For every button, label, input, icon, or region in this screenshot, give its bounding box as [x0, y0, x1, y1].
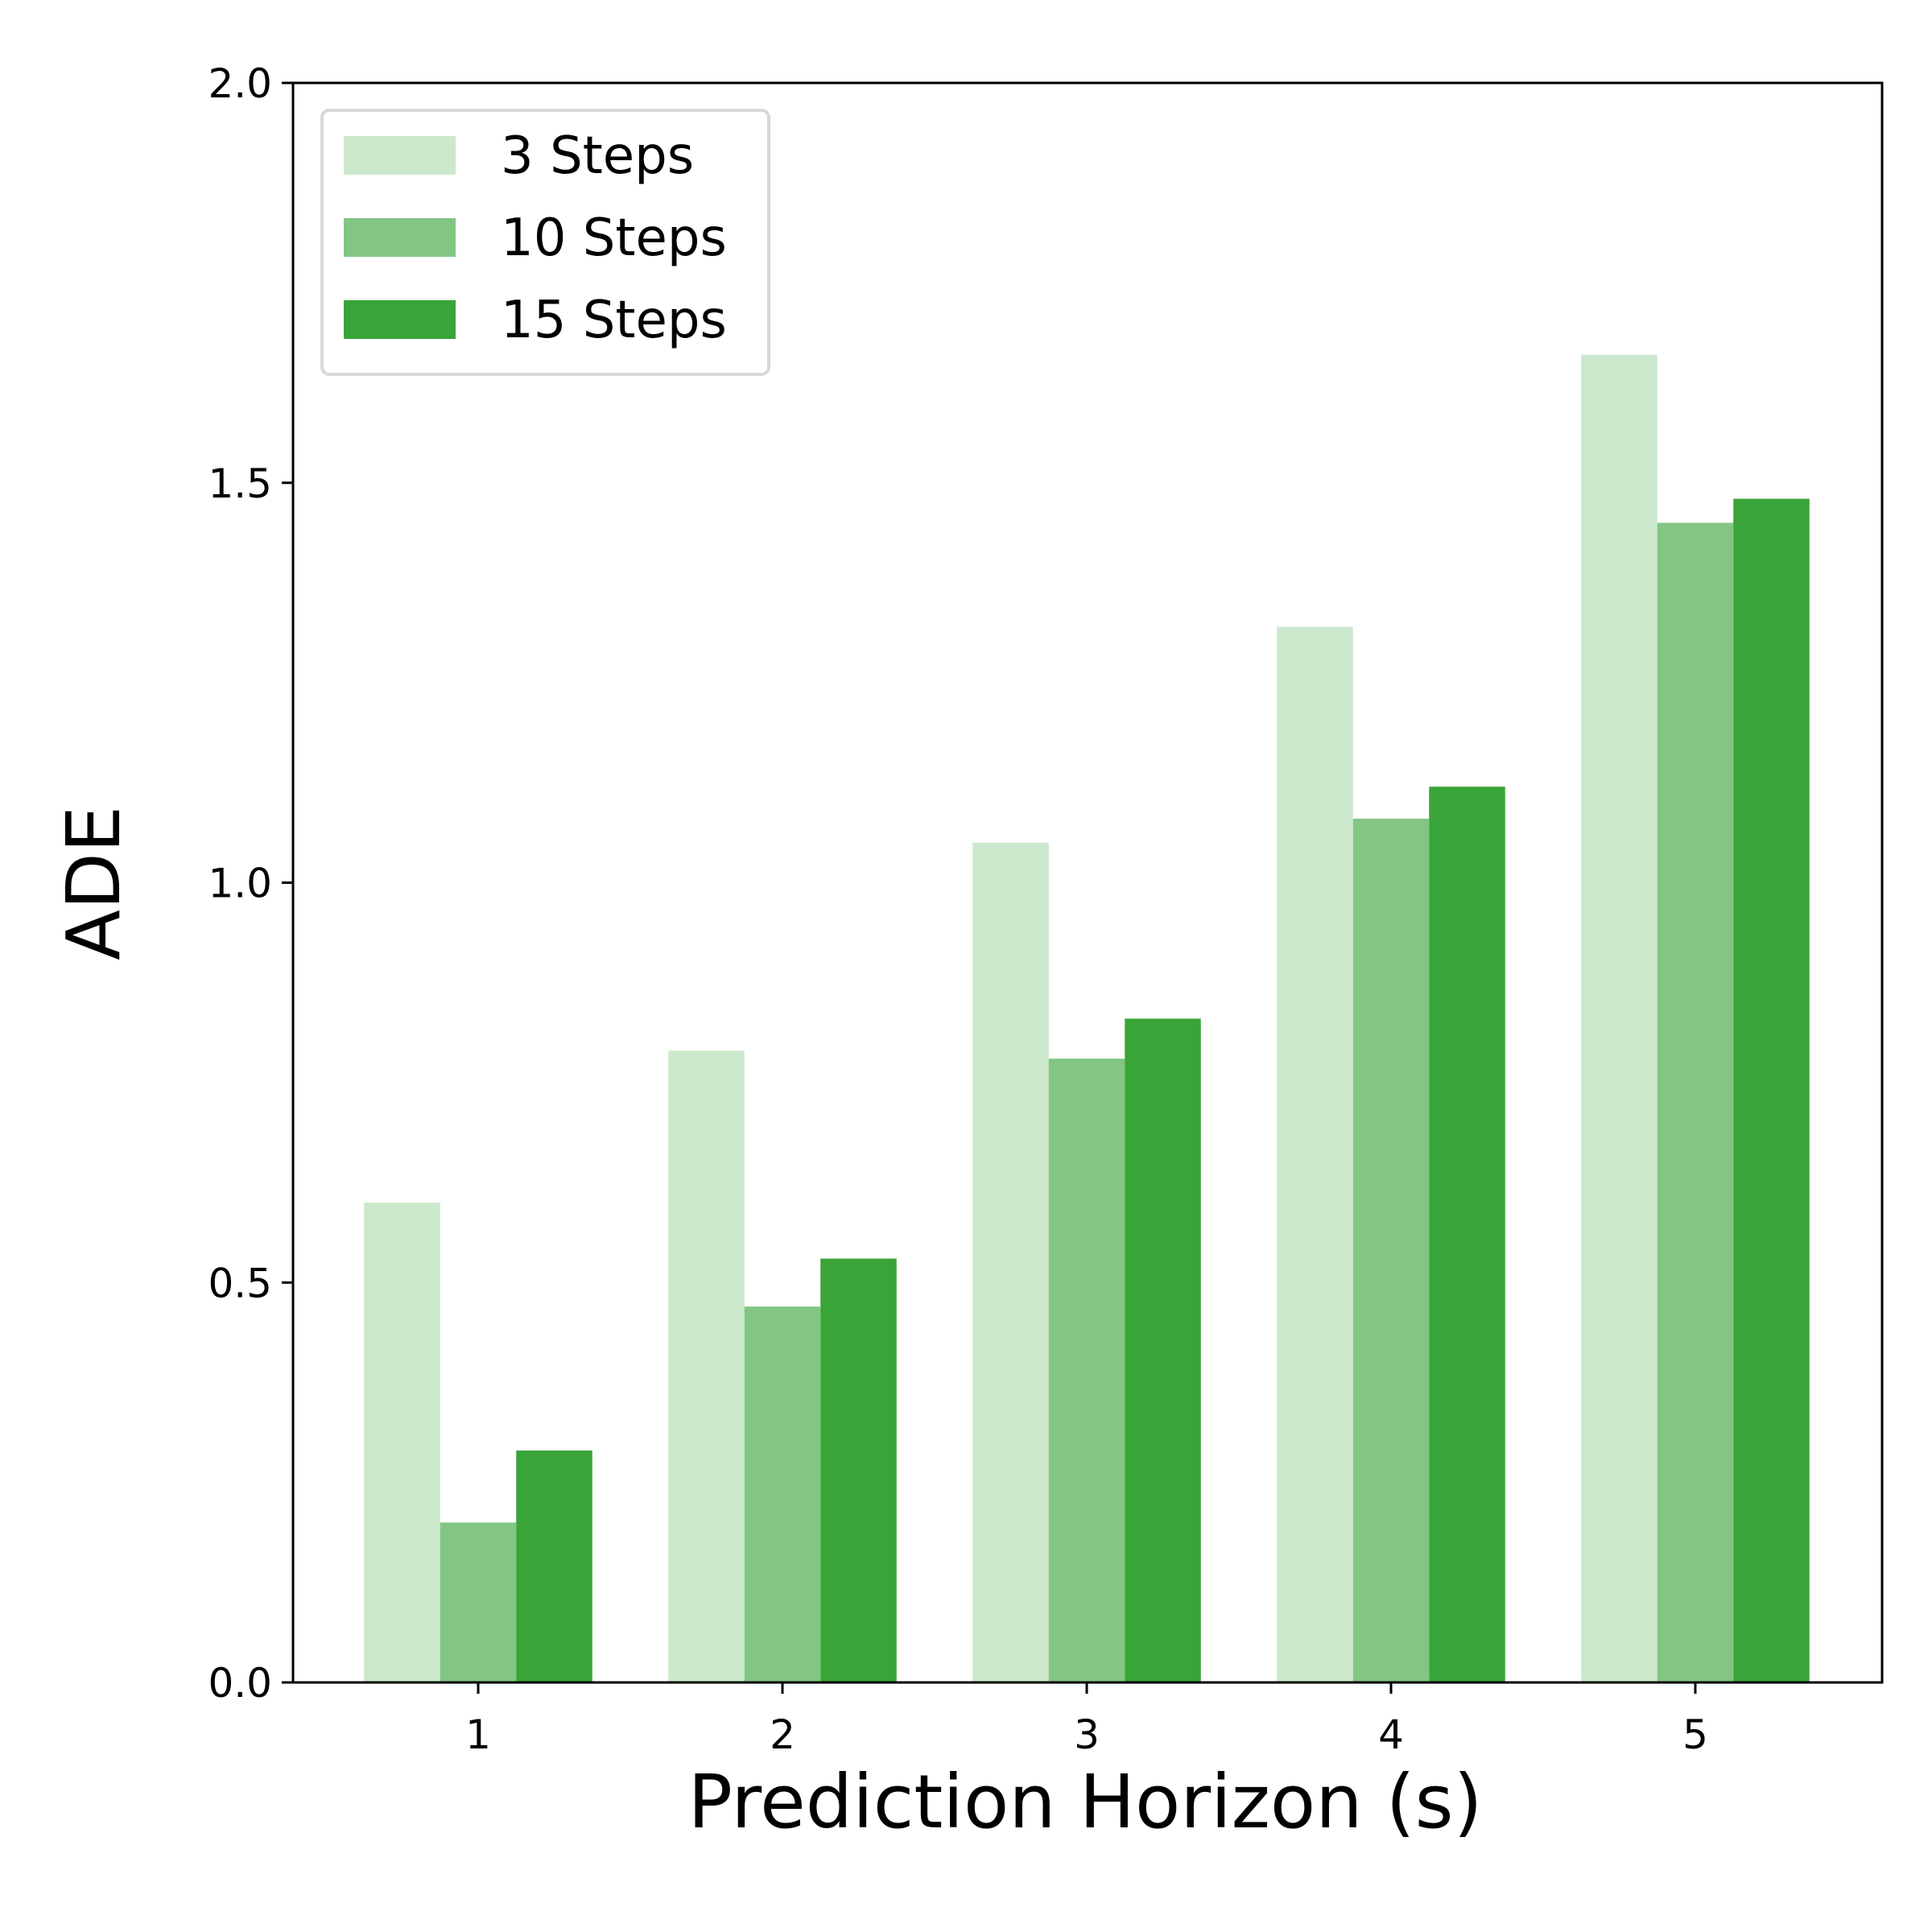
bars-layer — [364, 354, 1810, 1682]
bar-1-cat-2 — [668, 1051, 745, 1682]
bar-1-cat-4 — [1277, 626, 1353, 1682]
bar-3-cat-2 — [820, 1258, 897, 1682]
bar-2-cat-1 — [440, 1522, 517, 1682]
bar-2-cat-5 — [1657, 522, 1734, 1682]
legend-swatch — [344, 300, 456, 339]
y-tick-label: 2.0 — [208, 60, 272, 107]
y-tick-label: 0.5 — [208, 1260, 272, 1307]
y-tick-label: 1.0 — [208, 861, 272, 907]
bar-3-cat-3 — [1125, 1018, 1201, 1682]
bar-2-cat-4 — [1352, 819, 1430, 1682]
bar-1-cat-3 — [972, 842, 1049, 1682]
legend-label: 10 Steps — [501, 208, 727, 268]
legend-swatch — [344, 136, 456, 175]
legend: 3 Steps 10 Steps 15 Steps — [320, 109, 770, 376]
legend-swatch — [344, 218, 456, 257]
bar-2-cat-3 — [1048, 1059, 1125, 1682]
bar-3-cat-1 — [516, 1450, 592, 1682]
x-tick-label: 1 — [465, 1711, 491, 1758]
x-tick-label: 4 — [1378, 1711, 1404, 1758]
bar-3-cat-5 — [1733, 498, 1810, 1682]
y-tick-label: 0.0 — [208, 1660, 272, 1707]
bar-1-cat-1 — [364, 1202, 440, 1682]
legend-label: 3 Steps — [501, 126, 694, 186]
x-tick-label: 3 — [1074, 1711, 1100, 1758]
y-axis-label: ADE — [51, 806, 137, 960]
x-axis-label: Prediction Horizon (s) — [688, 1759, 1483, 1845]
legend-label: 15 Steps — [501, 291, 727, 350]
bar-2-cat-2 — [744, 1307, 821, 1682]
y-tick-label: 1.5 — [208, 460, 272, 507]
bar-1-cat-5 — [1581, 354, 1657, 1682]
x-tick-label: 5 — [1682, 1711, 1708, 1758]
x-tick-label: 2 — [770, 1711, 795, 1758]
bar-3-cat-4 — [1429, 786, 1505, 1682]
axes-layer: 0.0 0.5 1.0 1.5 2.0 1 2 3 4 5 — [208, 60, 1884, 1758]
